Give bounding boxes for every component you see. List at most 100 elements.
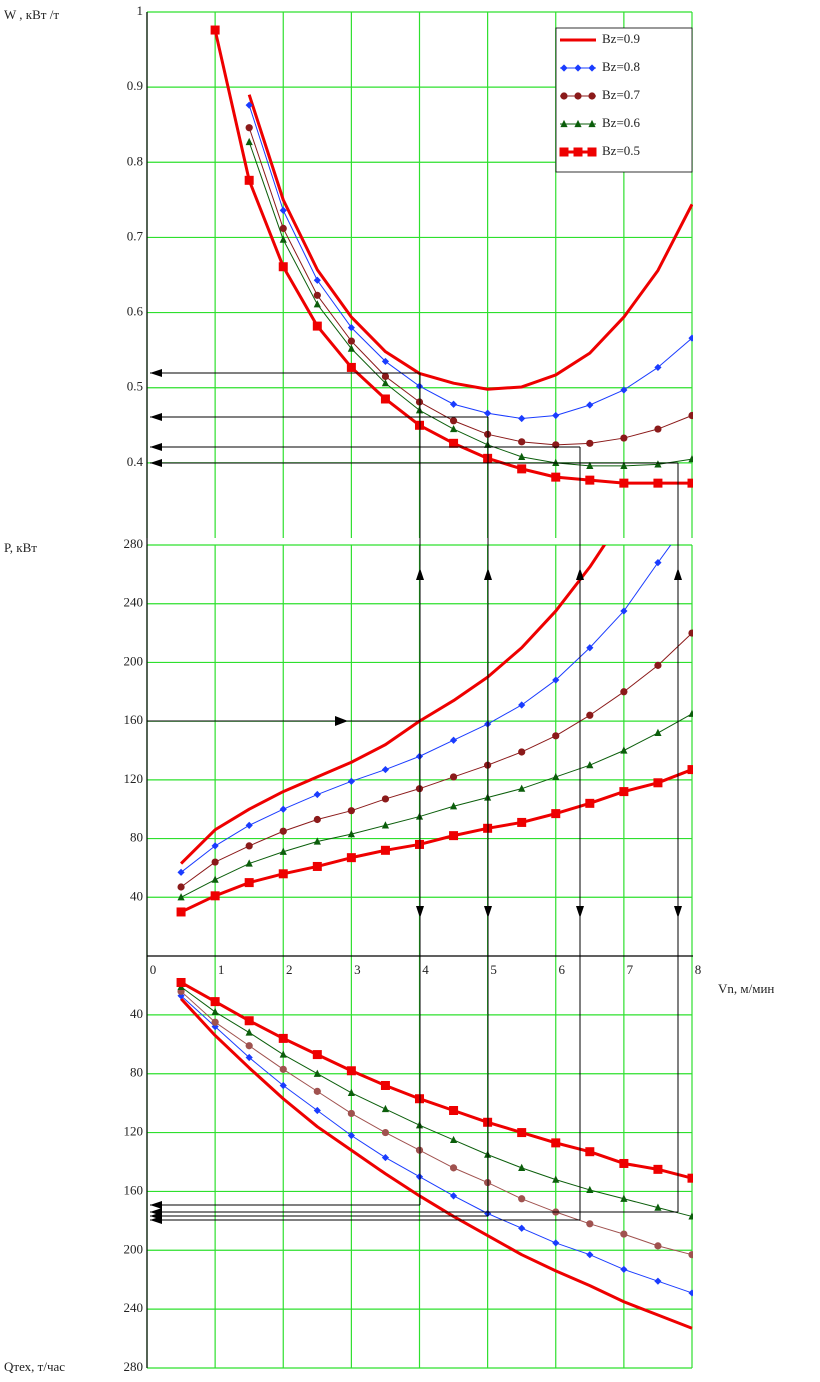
y-tick-label: 0.5	[127, 379, 143, 394]
marker	[312, 861, 322, 871]
marker	[552, 732, 560, 740]
series-group	[176, 977, 693, 1330]
marker	[313, 276, 321, 284]
y-tick-label: 280	[124, 1359, 144, 1374]
marker	[552, 772, 560, 781]
marker	[244, 1016, 254, 1026]
marker	[518, 1195, 526, 1203]
marker	[278, 262, 288, 272]
marker	[517, 1128, 527, 1138]
marker	[211, 842, 219, 850]
series-line	[180, 713, 693, 898]
marker	[211, 875, 219, 883]
x-tick-label: 1	[218, 962, 225, 977]
marker	[245, 124, 253, 132]
marker	[313, 291, 321, 299]
y-tick-label: 0.8	[127, 153, 143, 168]
marker	[279, 206, 287, 214]
marker	[518, 1224, 526, 1232]
legend: Bz=0.9 Bz=0.8 Bz=0.7 Bz=0.6 Bz=0.5	[555, 27, 693, 173]
marker	[585, 475, 595, 485]
series-line	[180, 995, 693, 1294]
marker	[688, 1289, 693, 1297]
marker	[346, 853, 356, 863]
marker	[688, 455, 693, 463]
marker	[346, 1066, 356, 1076]
marker	[449, 417, 458, 425]
y-tick-label: 40	[130, 888, 143, 903]
marker	[552, 458, 560, 466]
marker	[177, 868, 185, 876]
marker	[588, 119, 596, 128]
y-tick-label: 0.9	[127, 78, 143, 93]
x-tick-label: 2	[286, 962, 293, 977]
marker	[279, 827, 287, 835]
series-group	[176, 545, 693, 917]
marker	[620, 607, 628, 615]
y-axis-label: W , кВт /т	[4, 7, 59, 22]
marker	[313, 837, 321, 845]
marker	[176, 977, 186, 987]
marker	[552, 411, 560, 420]
marker	[688, 629, 693, 637]
marker	[347, 830, 355, 838]
construction-lines	[147, 369, 682, 1224]
marker	[653, 1164, 663, 1174]
marker	[654, 1203, 662, 1211]
series-line	[248, 127, 693, 446]
marker	[279, 805, 287, 813]
marker	[518, 701, 526, 709]
marker	[620, 434, 628, 442]
marker	[518, 452, 526, 460]
y-tick-label: 280	[124, 536, 144, 551]
marker	[449, 802, 458, 810]
marker	[347, 777, 355, 785]
y-tick-label: 120	[124, 771, 144, 786]
marker	[551, 472, 561, 482]
marker	[381, 1128, 390, 1137]
marker	[278, 1033, 288, 1043]
marker	[620, 1265, 628, 1274]
x-tick-label: 7	[627, 962, 634, 977]
marker	[449, 1106, 459, 1115]
marker	[381, 765, 390, 774]
marker	[588, 92, 596, 100]
marker	[449, 424, 458, 433]
marker	[210, 25, 220, 35]
marker	[574, 64, 582, 72]
y-tick-label: 80	[130, 830, 143, 845]
legend-label: Bz=0.8	[602, 59, 640, 74]
marker	[585, 798, 595, 808]
marker	[211, 858, 219, 866]
marker	[587, 147, 597, 157]
marker	[560, 64, 568, 72]
x-tick-label: 3	[354, 962, 361, 977]
marker	[586, 644, 594, 652]
marker	[312, 321, 322, 331]
y-tick-label: 240	[124, 595, 144, 610]
marker	[279, 1050, 287, 1058]
marker	[688, 1251, 693, 1259]
marker	[518, 414, 526, 423]
marker	[654, 1277, 662, 1285]
marker	[654, 661, 662, 669]
x-tick-label: 0	[150, 962, 157, 977]
series-line	[247, 94, 693, 391]
marker	[586, 711, 594, 719]
marker	[619, 787, 629, 797]
marker	[313, 815, 321, 824]
marker	[279, 1065, 287, 1073]
marker	[559, 147, 569, 157]
marker	[245, 842, 253, 850]
marker	[688, 709, 693, 717]
marker	[654, 559, 662, 567]
y-axis-label: Qтех, т/час	[4, 1359, 65, 1374]
marker	[346, 362, 356, 372]
marker	[245, 101, 253, 109]
marker	[211, 1018, 219, 1026]
marker	[347, 1088, 355, 1096]
marker	[381, 821, 390, 829]
marker	[449, 400, 458, 408]
marker	[278, 869, 288, 879]
marker	[245, 821, 253, 829]
